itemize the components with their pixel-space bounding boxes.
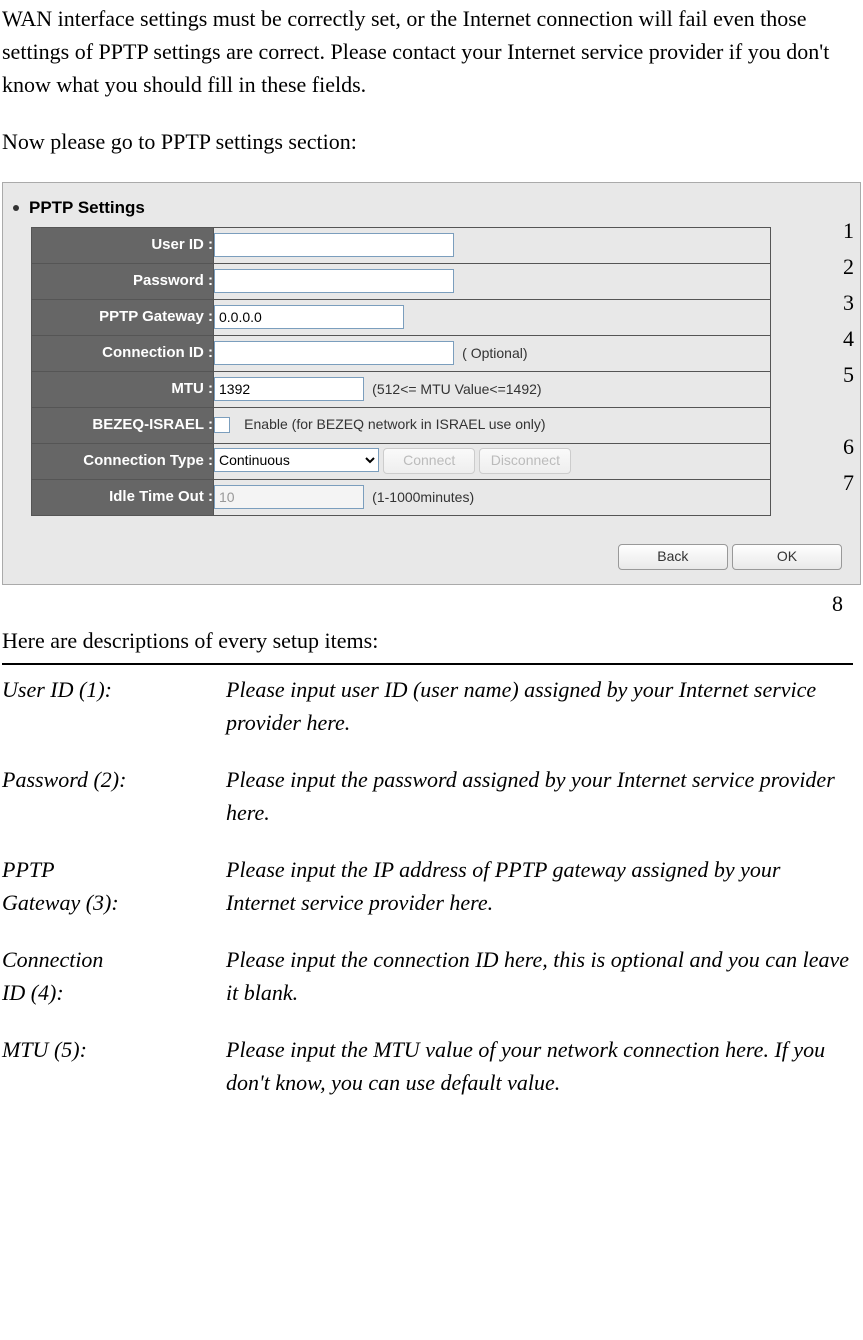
label-connection-id: Connection ID : [32, 335, 214, 371]
label-password: Password : [32, 263, 214, 299]
user-id-input[interactable] [214, 233, 454, 257]
annotation-1: 1 [843, 213, 854, 249]
pptp-gateway-input[interactable] [214, 305, 404, 329]
row-number-annotations: 1 2 3 4 5 6 7 [843, 213, 854, 501]
definitions-table: User ID (1): Please input user ID (user … [2, 673, 850, 1123]
intro-paragraph-1: WAN interface settings must be correctly… [2, 2, 853, 101]
pptp-settings-panel: PPTP Settings User ID : Password : PPTP … [2, 182, 861, 585]
annotation-5: 5 [843, 357, 854, 393]
connect-button[interactable]: Connect [383, 448, 475, 474]
def-pptp-gateway: Please input the IP address of PPTP gate… [226, 853, 850, 943]
annotation-7: 7 [843, 465, 854, 501]
settings-table: User ID : Password : PPTP Gateway : Conn… [31, 227, 771, 516]
password-input[interactable] [214, 269, 454, 293]
term-user-id: User ID (1): [2, 673, 226, 763]
bullet-icon [13, 205, 19, 211]
term-connection-id: ConnectionID (4): [2, 943, 226, 1033]
def-connection-id: Please input the connection ID here, thi… [226, 943, 850, 1033]
mtu-hint: (512<= MTU Value<=1492) [372, 381, 541, 397]
term-pptp-gateway: PPTPGateway (3): [2, 853, 226, 943]
label-idle-timeout: Idle Time Out : [32, 479, 214, 515]
def-mtu: Please input the MTU value of your netwo… [226, 1033, 850, 1123]
bezeq-hint: Enable (for BEZEQ network in ISRAEL use … [244, 416, 545, 432]
connection-id-hint: ( Optional) [462, 345, 527, 361]
label-user-id: User ID : [32, 227, 214, 263]
disconnect-button[interactable]: Disconnect [479, 448, 571, 474]
term-password: Password (2): [2, 763, 226, 853]
idle-timeout-hint: (1-1000minutes) [372, 489, 474, 505]
ok-button[interactable]: OK [732, 544, 842, 570]
term-mtu: MTU (5): [2, 1033, 226, 1123]
section-divider [2, 663, 853, 665]
def-user-id: Please input user ID (user name) assigne… [226, 673, 850, 763]
label-bezeq: BEZEQ-ISRAEL : [32, 407, 214, 443]
idle-timeout-input [214, 485, 364, 509]
intro-paragraph-2: Now please go to PPTP settings section: [2, 125, 853, 158]
annotation-8: 8 [0, 587, 863, 620]
annotation-6: 6 [843, 429, 854, 465]
label-mtu: MTU : [32, 371, 214, 407]
def-password: Please input the password assigned by yo… [226, 763, 850, 853]
descriptions-intro: Here are descriptions of every setup ite… [0, 620, 863, 661]
annotation-4: 4 [843, 321, 854, 357]
annotation-2: 2 [843, 249, 854, 285]
label-pptp-gateway: PPTP Gateway : [32, 299, 214, 335]
back-button[interactable]: Back [618, 544, 728, 570]
connection-type-select[interactable]: Continuous [214, 448, 379, 472]
annotation-3: 3 [843, 285, 854, 321]
label-connection-type: Connection Type : [32, 443, 214, 479]
bezeq-checkbox[interactable] [214, 417, 230, 433]
panel-title: PPTP Settings [29, 195, 145, 221]
connection-id-input[interactable] [214, 341, 454, 365]
mtu-input[interactable] [214, 377, 364, 401]
